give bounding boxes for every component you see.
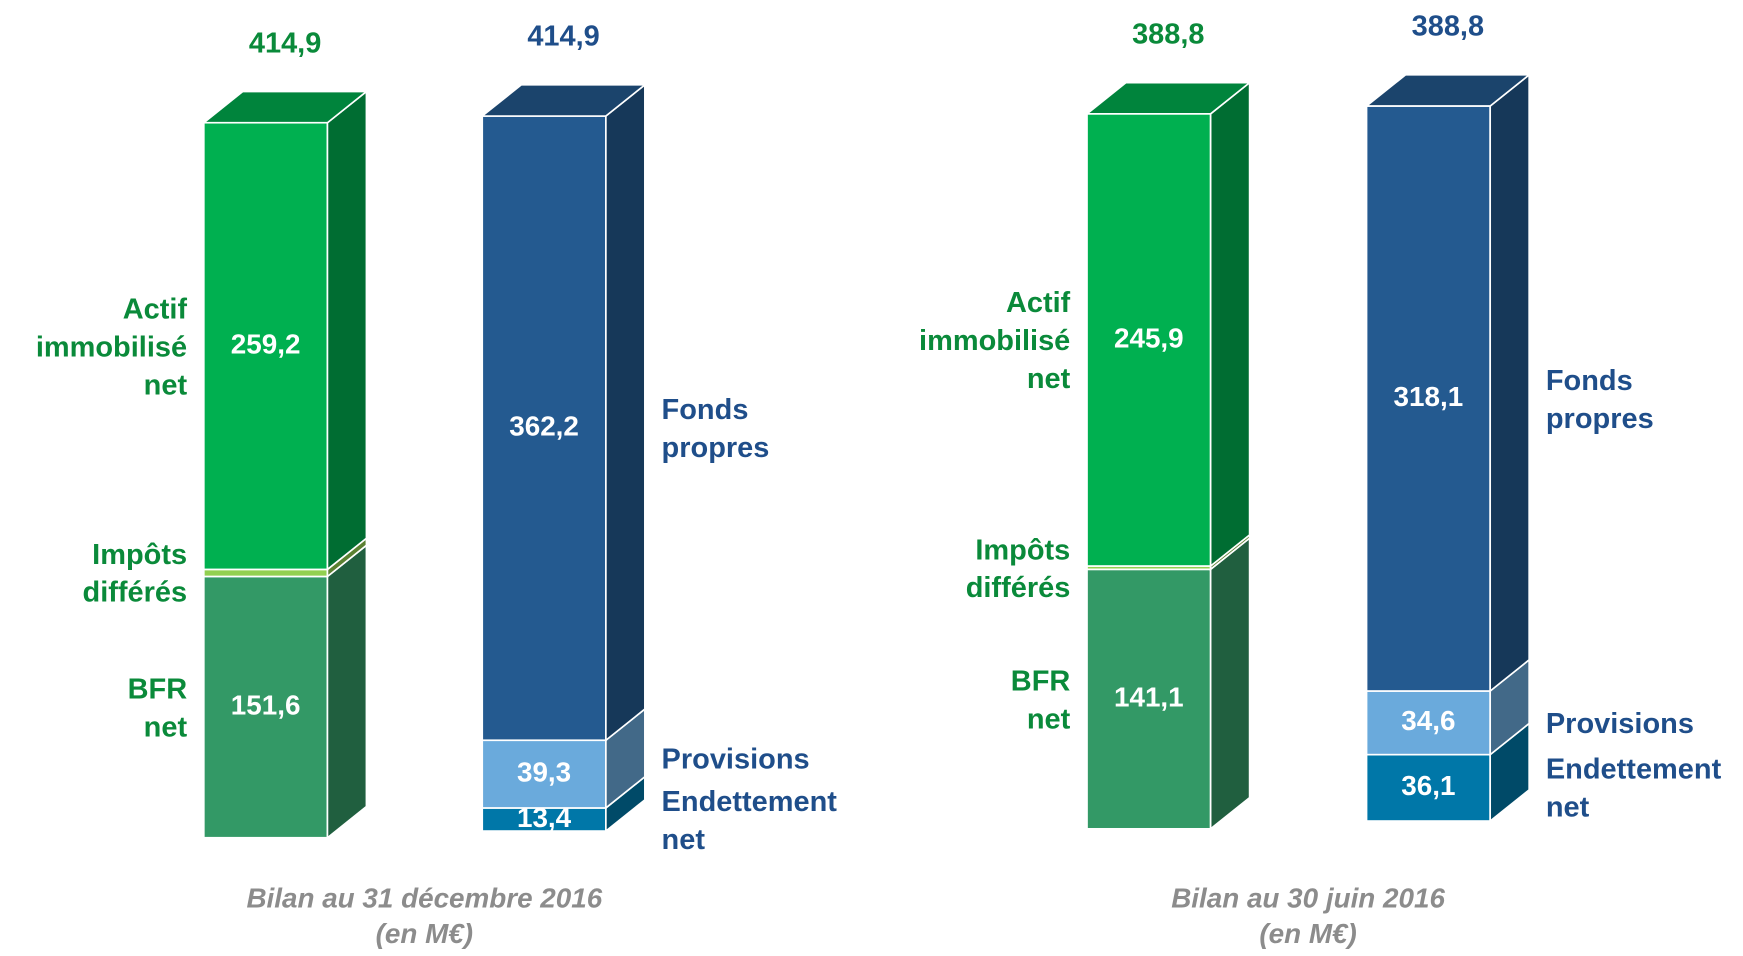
segment-name: Provisions bbox=[661, 741, 810, 775]
bar-side bbox=[326, 89, 368, 572]
value-label: 36,1 bbox=[1401, 770, 1455, 801]
segment-name: Impôts différés bbox=[82, 537, 188, 609]
bar-top bbox=[201, 90, 369, 124]
segment-name: BFR net bbox=[1010, 663, 1071, 735]
bar-segment bbox=[1365, 690, 1492, 756]
segment-name: Provisions bbox=[1545, 706, 1694, 740]
bar-top bbox=[1084, 81, 1252, 115]
segment-name: Actif immobilisé net bbox=[35, 291, 188, 401]
total-label: 414,9 bbox=[249, 27, 321, 59]
bar-segment bbox=[481, 115, 607, 742]
bar-segment bbox=[1086, 112, 1212, 567]
segment-name-box: Provisions bbox=[1545, 706, 1694, 740]
bar-top bbox=[479, 84, 648, 117]
segment-name-box: Endettement net bbox=[1545, 752, 1722, 824]
segment-name: Impôts différés bbox=[965, 532, 1071, 604]
chart-title: Bilan au 30 juin 2016 bbox=[1171, 882, 1445, 913]
bar-segment bbox=[1086, 568, 1212, 830]
segment-name-box: Actif immobilisé net bbox=[35, 291, 188, 401]
total-label: 388,8 bbox=[1132, 18, 1204, 50]
value-label: 318,1 bbox=[1394, 381, 1464, 412]
bar-segment bbox=[202, 568, 329, 578]
segment-name: Actif immobilisé net bbox=[919, 285, 1071, 395]
segment-name: Fonds propres bbox=[1545, 362, 1654, 435]
segment-name-box: BFR net bbox=[1010, 663, 1071, 735]
segment-name: Endettement net bbox=[1545, 752, 1722, 824]
value-label: 259,2 bbox=[231, 328, 301, 359]
bar-side bbox=[1489, 73, 1530, 693]
segment-name-box: Endettement net bbox=[661, 783, 837, 856]
segment-name: BFR net bbox=[127, 671, 188, 743]
bar-segment bbox=[202, 575, 329, 839]
segment-name-box: Fonds propres bbox=[1545, 362, 1654, 435]
value-label: 34,6 bbox=[1401, 705, 1455, 736]
segment-name-box: Provisions bbox=[661, 741, 810, 775]
segment-name-box: Impôts différés bbox=[965, 532, 1071, 604]
segment-name-box: BFR net bbox=[127, 671, 188, 743]
value-label: 151,6 bbox=[231, 689, 301, 720]
bar-side bbox=[326, 543, 368, 840]
segment-name-box: Actif immobilisé net bbox=[919, 285, 1071, 395]
bar-side bbox=[605, 83, 646, 742]
value-label: 362,2 bbox=[509, 410, 579, 441]
chart-subtitle: (en M€) bbox=[1259, 918, 1356, 949]
total-label: 414,9 bbox=[527, 21, 599, 53]
segment-name: Endettement net bbox=[661, 783, 837, 856]
total-label: 388,8 bbox=[1412, 11, 1484, 43]
value-label: 141,1 bbox=[1114, 681, 1184, 712]
bar-segment bbox=[1365, 105, 1492, 692]
segment-name-box: Fonds propres bbox=[661, 392, 770, 464]
bar-side bbox=[1209, 80, 1251, 568]
bar-top bbox=[1364, 73, 1532, 107]
value-label: 245,9 bbox=[1114, 322, 1184, 353]
bar-segment bbox=[481, 739, 607, 809]
chart-subtitle: (en M€) bbox=[376, 918, 473, 949]
bar-segment bbox=[202, 121, 329, 571]
chart-title: Bilan au 31 décembre 2016 bbox=[246, 882, 602, 913]
segment-name-box: Impôts différés bbox=[82, 537, 188, 609]
bar-side bbox=[1209, 536, 1251, 831]
segment-name: Fonds propres bbox=[661, 392, 770, 464]
value-label: 39,3 bbox=[517, 756, 571, 787]
